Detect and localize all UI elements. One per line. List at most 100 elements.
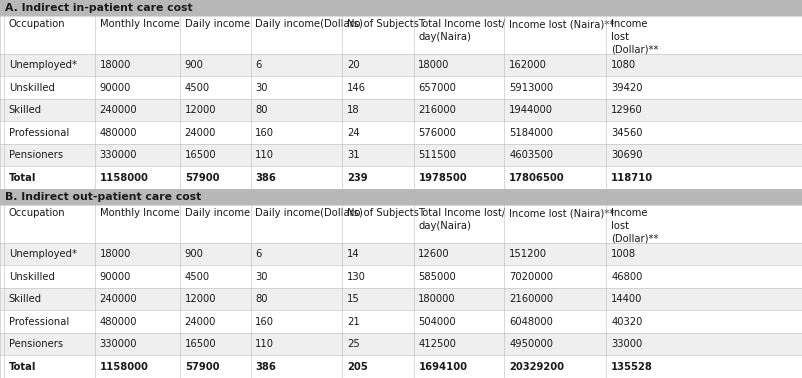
Text: 1158000: 1158000 xyxy=(99,362,148,372)
Text: 4603500: 4603500 xyxy=(508,150,553,160)
Text: Occupation: Occupation xyxy=(9,208,66,218)
Text: No of Subjects: No of Subjects xyxy=(346,19,419,29)
Text: 1008: 1008 xyxy=(610,249,635,259)
Text: 576000: 576000 xyxy=(418,128,456,138)
Bar xyxy=(0,205,802,243)
Text: 160: 160 xyxy=(255,128,274,138)
Text: Occupation: Occupation xyxy=(9,19,66,29)
Text: 90000: 90000 xyxy=(99,272,131,282)
Text: Income
lost
(Dollar)**: Income lost (Dollar)** xyxy=(610,208,658,243)
Text: Professional: Professional xyxy=(9,317,69,327)
Text: 1694100: 1694100 xyxy=(418,362,467,372)
Bar xyxy=(0,0,802,16)
Bar xyxy=(0,16,802,54)
Text: 240000: 240000 xyxy=(99,105,137,115)
Text: 57900: 57900 xyxy=(184,362,219,372)
Text: Total Income lost/
day(Naira): Total Income lost/ day(Naira) xyxy=(418,208,505,231)
Text: Daily income: Daily income xyxy=(184,208,249,218)
Text: Unskilled: Unskilled xyxy=(9,272,55,282)
Text: Pensioners: Pensioners xyxy=(9,339,63,349)
Text: A. Indirect in-patient care cost: A. Indirect in-patient care cost xyxy=(5,3,192,13)
Text: 18: 18 xyxy=(346,105,359,115)
Text: 239: 239 xyxy=(346,173,367,183)
Bar xyxy=(0,310,802,333)
Text: 20329200: 20329200 xyxy=(508,362,563,372)
Bar xyxy=(0,288,802,310)
Text: 24000: 24000 xyxy=(184,128,216,138)
Bar xyxy=(0,76,802,99)
Text: B. Indirect out-patient care cost: B. Indirect out-patient care cost xyxy=(5,192,200,202)
Text: 110: 110 xyxy=(255,150,274,160)
Text: 30: 30 xyxy=(255,83,268,93)
Text: 18000: 18000 xyxy=(99,249,131,259)
Bar xyxy=(0,243,802,265)
Text: 30: 30 xyxy=(255,272,268,282)
Text: 80: 80 xyxy=(255,294,268,304)
Text: 17806500: 17806500 xyxy=(508,173,564,183)
Text: Income lost (Naira)**: Income lost (Naira)** xyxy=(508,208,614,218)
Text: 31: 31 xyxy=(346,150,359,160)
Text: Total: Total xyxy=(9,173,36,183)
Text: Unskilled: Unskilled xyxy=(9,83,55,93)
Text: Skilled: Skilled xyxy=(9,105,42,115)
Text: Unemployed*: Unemployed* xyxy=(9,249,77,259)
Text: 80: 80 xyxy=(255,105,268,115)
Text: 46800: 46800 xyxy=(610,272,642,282)
Text: Skilled: Skilled xyxy=(9,294,42,304)
Text: 480000: 480000 xyxy=(99,128,137,138)
Text: 14: 14 xyxy=(346,249,359,259)
Text: 386: 386 xyxy=(255,362,276,372)
Text: 240000: 240000 xyxy=(99,294,137,304)
Text: Unemployed*: Unemployed* xyxy=(9,60,77,70)
Text: 5184000: 5184000 xyxy=(508,128,553,138)
Text: 216000: 216000 xyxy=(418,105,456,115)
Text: 511500: 511500 xyxy=(418,150,456,160)
Bar xyxy=(0,121,802,144)
Text: 16500: 16500 xyxy=(184,150,216,160)
Text: 33000: 33000 xyxy=(610,339,642,349)
Text: 1158000: 1158000 xyxy=(99,173,148,183)
Text: 21: 21 xyxy=(346,317,359,327)
Text: 4950000: 4950000 xyxy=(508,339,553,349)
Text: 34560: 34560 xyxy=(610,128,642,138)
Text: 330000: 330000 xyxy=(99,150,137,160)
Text: 135528: 135528 xyxy=(610,362,652,372)
Text: 118710: 118710 xyxy=(610,173,652,183)
Text: 40320: 40320 xyxy=(610,317,642,327)
Text: 25: 25 xyxy=(346,339,359,349)
Text: 57900: 57900 xyxy=(184,173,219,183)
Text: 1978500: 1978500 xyxy=(418,173,467,183)
Text: 480000: 480000 xyxy=(99,317,137,327)
Text: 39420: 39420 xyxy=(610,83,642,93)
Text: 14400: 14400 xyxy=(610,294,642,304)
Bar xyxy=(0,99,802,121)
Bar xyxy=(0,265,802,288)
Text: 657000: 657000 xyxy=(418,83,456,93)
Text: 585000: 585000 xyxy=(418,272,456,282)
Bar xyxy=(0,333,802,355)
Text: Total: Total xyxy=(9,362,36,372)
Text: 6: 6 xyxy=(255,60,261,70)
Text: 2160000: 2160000 xyxy=(508,294,553,304)
Text: 5913000: 5913000 xyxy=(508,83,553,93)
Text: Daily income: Daily income xyxy=(184,19,249,29)
Text: 12600: 12600 xyxy=(418,249,449,259)
Text: 90000: 90000 xyxy=(99,83,131,93)
Text: 900: 900 xyxy=(184,249,204,259)
Bar xyxy=(0,166,802,189)
Text: 24: 24 xyxy=(346,128,359,138)
Text: Income lost (Naira)**: Income lost (Naira)** xyxy=(508,19,614,29)
Text: Monthly Income: Monthly Income xyxy=(99,19,179,29)
Text: 16500: 16500 xyxy=(184,339,216,349)
Text: Daily income(Dollars): Daily income(Dollars) xyxy=(255,208,363,218)
Text: 4500: 4500 xyxy=(184,83,209,93)
Text: 162000: 162000 xyxy=(508,60,546,70)
Text: 24000: 24000 xyxy=(184,317,216,327)
Text: 18000: 18000 xyxy=(418,60,449,70)
Text: 900: 900 xyxy=(184,60,204,70)
Text: 12000: 12000 xyxy=(184,105,216,115)
Text: Total Income lost/
day(Naira): Total Income lost/ day(Naira) xyxy=(418,19,505,42)
Text: 330000: 330000 xyxy=(99,339,137,349)
Text: Pensioners: Pensioners xyxy=(9,150,63,160)
Text: 6: 6 xyxy=(255,249,261,259)
